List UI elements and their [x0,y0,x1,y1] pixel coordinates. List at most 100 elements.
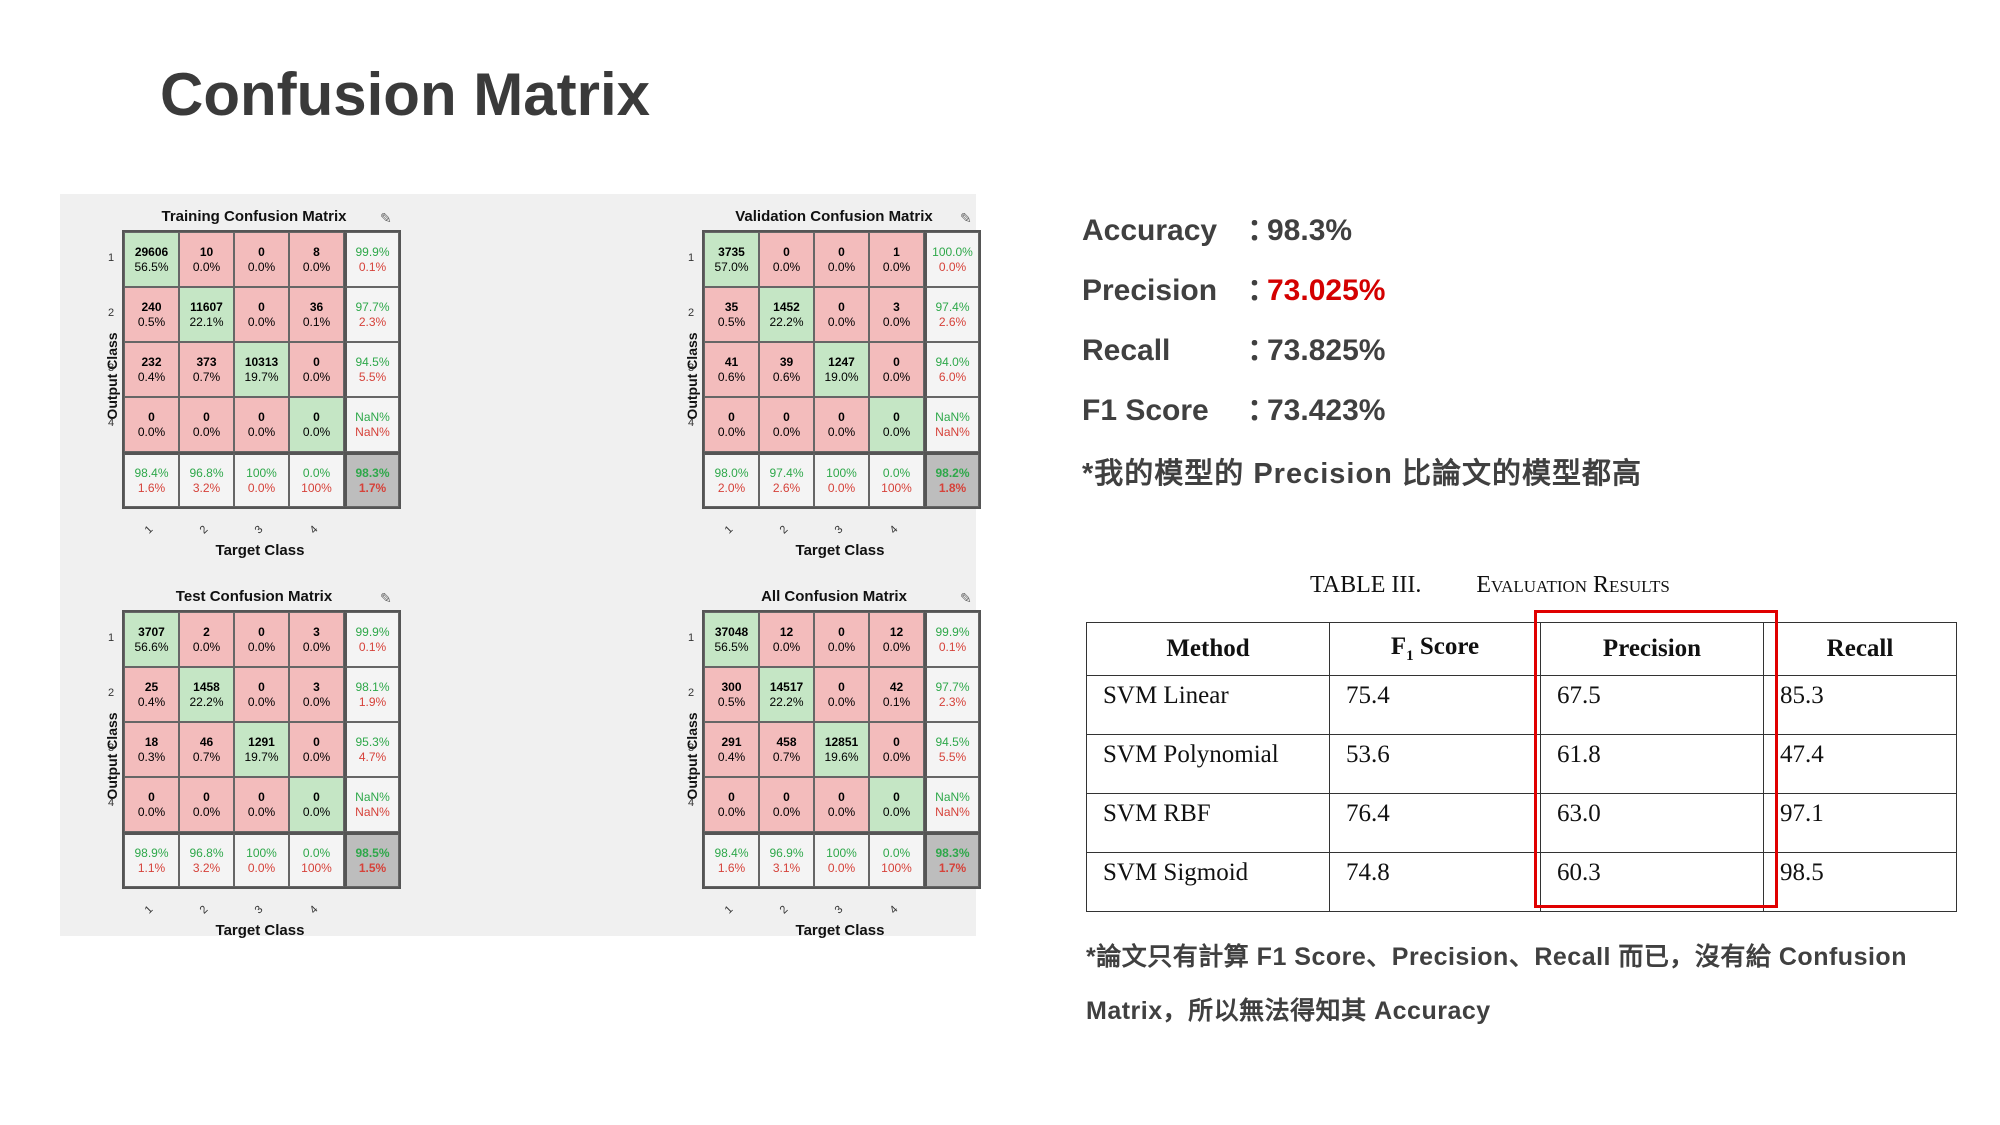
cell-primary: 12 [779,624,794,639]
recall-cell: 97.1 [1763,793,1957,853]
cell-secondary: 0.4% [137,694,166,709]
cell-primary: 94.0% [935,354,970,369]
row-label: 4 [108,797,115,809]
edit-icon[interactable]: ✎ [960,590,972,606]
recall-cell: 85.3 [1763,675,1957,735]
cell-primary: 99.9% [355,244,390,259]
cell-secondary: 0.0% [827,424,856,439]
cell-primary: 12 [889,624,904,639]
header-f1-score: F1 Score [1329,622,1541,676]
matrix-cell: 0 0.0% [869,777,924,832]
cell-primary: 0 [838,409,845,424]
edit-icon[interactable]: ✎ [380,210,392,226]
table-row: SVM Polynomial 53.6 61.8 47.4 [1086,734,1957,794]
matrix-cell: 0 0.0% [869,722,924,777]
header-recall: Recall [1763,622,1957,676]
matrix-cell: 12 0.0% [869,612,924,667]
matrix-cell: 0 0.0% [759,397,814,452]
cell-secondary: 0.5% [717,694,746,709]
precision-label: Precision [1082,274,1218,307]
f1-value: 73.423% [1267,394,1386,427]
accuracy-label: Accuracy [1082,214,1218,247]
cell-secondary: 0.0% [827,314,856,329]
matrix-cell: 97.4% 2.6% [759,452,814,507]
matrix-cell: 0 0.0% [124,397,179,452]
edit-icon[interactable]: ✎ [380,590,392,606]
row-label: 3 [688,362,695,374]
cell-primary: 97.7% [935,679,970,694]
cell-primary: 0 [893,354,900,369]
validation-confusion-matrix: Validation Confusion Matrix ✎ Output Class… [654,198,994,559]
matrix-cell: 99.9% 0.1% [344,612,399,667]
cell-secondary: 57.0% [714,259,749,274]
matrix-cell: 39 0.6% [759,342,814,397]
matrix-cell: 0 0.0% [289,342,344,397]
matrix-cell: 100% 0.0% [814,832,869,887]
cell-secondary: 0.5% [717,314,746,329]
cell-primary: 100% [246,465,277,480]
cell-secondary: 0.0% [882,804,911,819]
cell-secondary: 0.5% [137,314,166,329]
matrix-cell: 96.9% 3.1% [759,832,814,887]
evaluation-results-table: Method F1 Score Precision Recall SVM Lin… [1086,622,1957,912]
method-cell: SVM Sigmoid [1086,852,1330,912]
matrix-title: All Confusion Matrix [761,588,907,605]
cell-primary: 29606 [134,244,169,259]
matrix-title: Test Confusion Matrix [175,588,333,605]
matrix-cell: 1 0.0% [869,232,924,287]
matrix-cell: 0 0.0% [179,397,234,452]
cell-primary: 0 [783,789,790,804]
matrix-cell: 97.7% 2.3% [344,287,399,342]
cell-secondary: 1.7% [358,480,387,495]
header-precision: Precision [1540,622,1764,676]
cell-primary: 36 [309,299,324,314]
matrix-cell: 98.5% 1.5% [344,832,399,887]
cell-primary: 98.3% [355,465,390,480]
method-cell: SVM RBF [1086,793,1330,853]
cell-secondary: 19.6% [824,749,859,764]
matrix-cell: 3 0.0% [289,667,344,722]
output-class-label: Output Class [684,712,700,800]
cell-primary: 42 [889,679,904,694]
cell-secondary: 0.7% [192,369,221,384]
matrix-cell: 18 0.3% [124,722,179,777]
col-label: 1 [722,523,736,537]
cell-secondary: 0.0% [772,804,801,819]
cell-primary: 0.0% [302,465,331,480]
matrix-cell: 99.9% 0.1% [344,232,399,287]
matrix-cell: 0 0.0% [289,777,344,832]
cell-secondary: 2.3% [938,694,967,709]
matrix-grid: 29606 56.5% 10 0.0% 0 0.0% 8 0.0% 99.9% 0.1% 240 0.… [122,230,401,509]
precision-highlight-box [1534,610,1778,908]
cell-secondary: 0.0% [717,804,746,819]
row-label: 2 [688,307,695,319]
matrix-cell: 3707 56.6% [124,612,179,667]
f1-score-cell: 75.4 [1329,675,1541,735]
cell-primary: 98.0% [714,465,749,480]
col-label: 1 [722,903,736,917]
cell-secondary: 0.7% [192,749,221,764]
matrix-cell: 0 0.0% [179,777,234,832]
cell-primary: 0 [258,789,265,804]
f1-metric: F1 Score ：73.423% [1082,385,1385,429]
cell-secondary: 0.0% [827,860,856,875]
cell-secondary: 0.0% [302,639,331,654]
recall-cell: 47.4 [1763,734,1957,794]
cell-primary: 0 [258,679,265,694]
cell-primary: 1458 [193,679,220,694]
cell-primary: 41 [724,354,739,369]
edit-icon[interactable]: ✎ [960,210,972,226]
matrix-cell: 0 0.0% [814,612,869,667]
table-row: SVM RBF 76.4 63.0 97.1 [1086,793,1957,853]
matrix-cell: 98.3% 1.7% [344,452,399,507]
matrix-cell: 10313 19.7% [234,342,289,397]
matrix-cell: NaN% NaN% [344,777,399,832]
cell-secondary: NaN% [935,804,970,819]
cell-secondary: 0.0% [247,804,276,819]
matrix-cell: 1291 19.7% [234,722,289,777]
cell-primary: NaN% [355,789,390,804]
cell-secondary: 19.7% [244,369,279,384]
col-label: 3 [252,523,266,537]
cell-secondary: 0.6% [772,369,801,384]
cell-secondary: 1.6% [137,480,166,495]
